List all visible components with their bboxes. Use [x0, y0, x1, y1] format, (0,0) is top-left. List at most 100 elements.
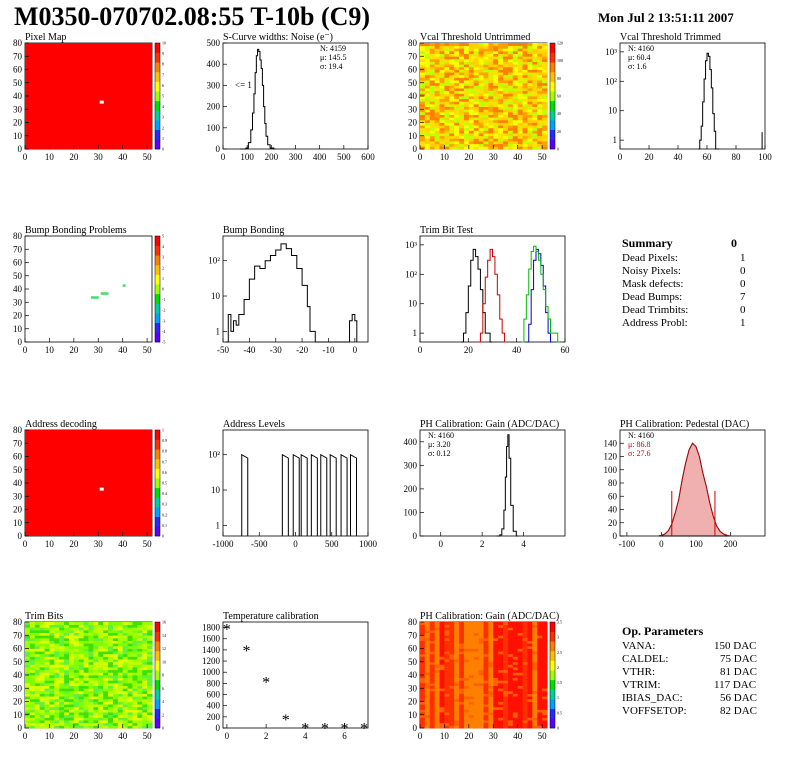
heatmap-cell — [488, 117, 494, 121]
heatmap-cell — [59, 645, 65, 649]
heatmap-cell — [25, 637, 31, 641]
heatmap-cell — [522, 632, 528, 636]
heatmap-cell — [527, 53, 533, 57]
heatmap-cell — [424, 653, 431, 657]
heatmap-cell — [483, 146, 489, 150]
heatmap-cell — [64, 712, 70, 716]
heatmap-cell — [537, 698, 543, 702]
heatmap-cell — [137, 653, 143, 657]
heatmap-cell — [522, 720, 528, 724]
param-label: IBIAS_DAC: — [622, 692, 683, 704]
palette-tick-label: -4 — [162, 329, 165, 334]
heatmap-cell — [503, 88, 509, 92]
histogram-line — [461, 248, 493, 343]
heatmap-cell — [454, 58, 460, 62]
heatmap-cell — [449, 64, 455, 68]
heatmap-cell — [498, 88, 504, 92]
address-peak — [340, 453, 348, 536]
heatmap-cell — [503, 643, 509, 647]
heatmap-cell — [498, 45, 504, 49]
heatmap-cell — [493, 72, 499, 76]
heatmap-cell — [420, 669, 426, 673]
heatmap-cell — [527, 127, 533, 131]
heatmap-cell — [507, 701, 514, 705]
heatmap-cell — [517, 85, 523, 89]
address-peak — [320, 453, 328, 536]
heatmap-cell — [112, 656, 119, 660]
heatmap-cell — [532, 50, 538, 54]
heatmap-cell — [122, 645, 128, 649]
heatmap-cell — [103, 667, 109, 671]
heatmap-cell — [454, 77, 460, 81]
heatmap-cell — [507, 645, 514, 649]
heatmap-cell — [459, 93, 465, 97]
heatmap-cell — [93, 640, 99, 644]
heatmap-cell — [498, 103, 504, 107]
heatmap-cell — [517, 93, 523, 97]
heatmap-cell — [420, 45, 426, 49]
heatmap-cell — [444, 651, 450, 655]
heatmap-cell — [498, 698, 504, 702]
heatmap-cell — [483, 669, 489, 673]
heatmap-cell — [512, 72, 519, 76]
heatmap-cell — [117, 712, 124, 716]
heatmap-cell — [454, 90, 460, 94]
x-tick-label: 1000 — [359, 539, 378, 549]
heatmap-cell — [108, 722, 114, 726]
heatmap-cell — [522, 58, 528, 62]
heatmap-cell — [503, 101, 509, 105]
heatmap-cell — [147, 661, 153, 665]
heatmap-cell — [517, 56, 523, 60]
heatmap-cell — [483, 111, 489, 115]
heatmap-cell — [59, 722, 65, 726]
heatmap-cell — [507, 643, 514, 647]
heatmap-cell — [478, 653, 484, 657]
palette-tick-label: 9 — [162, 51, 164, 56]
heatmap-cell — [478, 103, 484, 107]
palette-tick-label: -1 — [162, 297, 165, 302]
y-tick-label: 200 — [404, 484, 418, 494]
heatmap-cell — [117, 632, 124, 636]
heatmap-cell — [454, 720, 460, 724]
heatmap-cell — [93, 637, 99, 641]
heatmap-cell — [142, 698, 148, 702]
heatmap-cell — [493, 111, 499, 115]
heatmap-cell — [59, 682, 65, 686]
heatmap-cell — [98, 632, 104, 636]
heatmap-cell — [493, 685, 499, 689]
heatmap-cell — [527, 643, 533, 647]
heatmap-cell — [493, 82, 499, 86]
heatmap-cell — [498, 98, 504, 102]
heatmap-cell — [537, 667, 543, 671]
heatmap-cell — [493, 635, 499, 639]
heatmap-cell — [478, 106, 484, 110]
heatmap-cell — [478, 135, 484, 139]
heatmap-cell — [478, 74, 484, 78]
heatmap-cell — [493, 698, 499, 702]
heatmap-cell — [488, 635, 494, 639]
heatmap-cell — [449, 77, 455, 81]
heatmap-cell — [537, 43, 543, 47]
heatmap-cell — [29, 624, 36, 628]
heatmap-cell — [522, 696, 528, 700]
heatmap-cell — [449, 114, 455, 118]
heatmap-cell — [444, 717, 450, 721]
heatmap-cell — [117, 706, 124, 710]
heatmap-cell — [473, 133, 480, 137]
heatmap-cell — [542, 690, 548, 694]
heatmap-cell — [73, 685, 80, 689]
heatmap-cell — [507, 61, 514, 65]
palette-swatch — [155, 313, 160, 324]
heatmap-cell — [39, 682, 45, 686]
heatmap-cell — [507, 98, 514, 102]
heatmap-cell — [108, 653, 114, 657]
heatmap-cell — [454, 146, 460, 150]
palette-tick-label: 0.4 — [162, 491, 167, 496]
heatmap-cell — [488, 682, 494, 686]
heatmap-cell — [478, 712, 484, 716]
heatmap-cell — [88, 667, 94, 671]
heatmap-cell — [68, 693, 75, 697]
heatmap-cell — [483, 661, 489, 665]
heatmap-cell — [493, 80, 499, 84]
heatmap-cell — [73, 714, 80, 718]
